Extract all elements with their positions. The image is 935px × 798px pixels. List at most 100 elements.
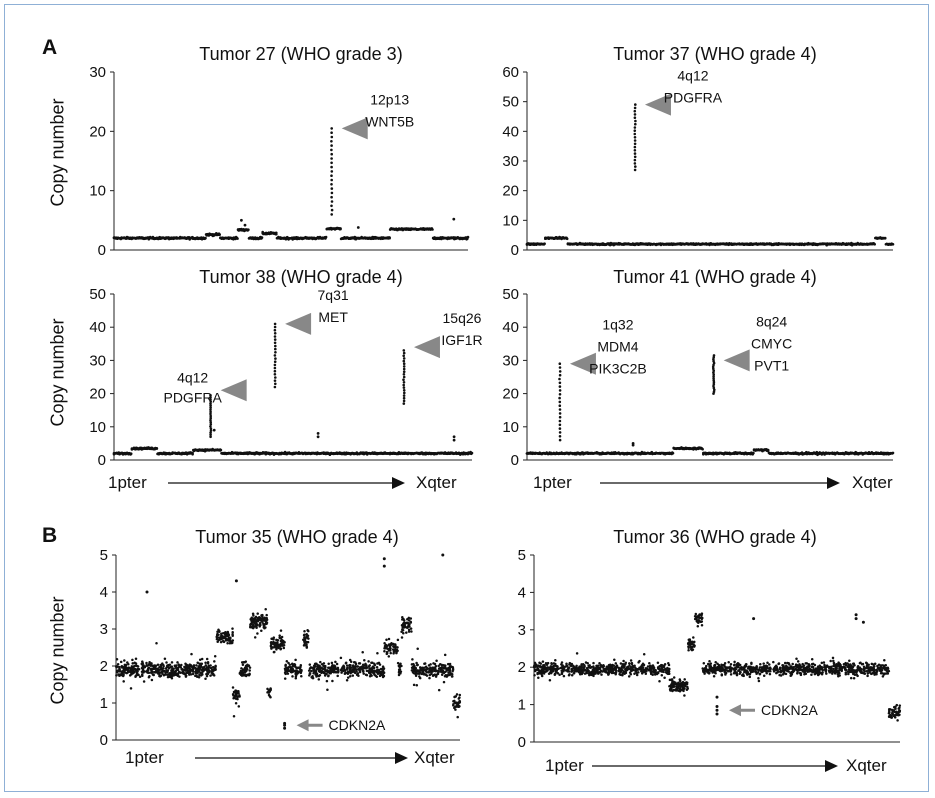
copy-number-point xyxy=(178,664,181,668)
copy-number-point xyxy=(327,662,330,665)
copy-number-point xyxy=(152,673,155,677)
amplicon-point xyxy=(209,414,212,418)
baseline-point xyxy=(247,228,250,231)
y-tick-label: 40 xyxy=(502,319,519,336)
copy-number-point xyxy=(192,670,195,673)
x-start-label-b-left: 1pter xyxy=(125,748,164,767)
amplicon-point xyxy=(273,385,277,389)
amplicon-point xyxy=(402,375,406,379)
copy-number-point xyxy=(397,673,401,677)
copy-number-point xyxy=(389,651,392,655)
copy-number-point xyxy=(300,674,303,678)
copy-number-point xyxy=(392,645,395,648)
copy-number-point xyxy=(149,667,153,670)
copy-number-point xyxy=(231,630,234,634)
copy-number-point xyxy=(294,670,298,674)
amplicon-point xyxy=(712,361,716,365)
copy-number-point xyxy=(312,667,316,671)
copy-number-point xyxy=(240,661,244,664)
copy-number-point xyxy=(672,676,676,679)
copy-number-point xyxy=(284,672,287,676)
y-tick-label: 2 xyxy=(100,658,108,675)
copy-number-point xyxy=(317,678,321,681)
amplicon-point xyxy=(712,378,715,382)
copy-number-point xyxy=(220,632,223,636)
chart-title-tumor27: Tumor 27 (WHO grade 3) xyxy=(199,44,403,64)
copy-number-point xyxy=(238,671,242,674)
copy-number-point xyxy=(281,642,284,645)
copy-number-point xyxy=(217,628,220,632)
amplicon-point xyxy=(633,132,637,136)
copy-number-point xyxy=(410,630,413,633)
copy-number-point xyxy=(204,661,207,664)
amplicon-label: MDM4 xyxy=(597,339,638,355)
copy-number-point xyxy=(176,674,180,678)
copy-number-point xyxy=(416,663,419,667)
copy-number-point xyxy=(279,629,283,632)
copy-number-point xyxy=(412,669,415,672)
copy-number-point xyxy=(293,662,296,666)
copy-number-point xyxy=(537,676,540,679)
copy-number-point xyxy=(190,652,193,656)
copy-number-point xyxy=(408,623,411,626)
amplicon-point xyxy=(634,122,637,126)
copy-number-point xyxy=(147,671,151,674)
copy-number-point xyxy=(206,661,210,664)
copy-number-point xyxy=(335,662,339,666)
copy-number-point xyxy=(422,666,426,670)
amplicon-point xyxy=(330,170,334,173)
copy-number-point xyxy=(423,672,426,676)
copy-number-point xyxy=(278,643,281,647)
copy-number-point xyxy=(115,658,119,661)
copy-number-point xyxy=(174,665,177,669)
y-tick-label: 3 xyxy=(518,622,526,639)
copy-number-point xyxy=(397,664,401,668)
amplicon-label: MET xyxy=(318,309,348,325)
copy-number-point xyxy=(286,672,290,675)
copy-number-point xyxy=(300,669,303,672)
copy-number-point xyxy=(345,667,349,670)
scatter-point xyxy=(283,721,287,725)
copy-number-point xyxy=(387,655,391,658)
amplicon-point xyxy=(634,103,637,106)
copy-number-point xyxy=(316,663,319,667)
baseline-point xyxy=(873,243,876,246)
y-tick-label: 10 xyxy=(89,419,106,436)
amplicon-point xyxy=(274,382,277,386)
y-tick-label: 1 xyxy=(100,695,108,712)
y-tick-label: 0 xyxy=(98,452,106,469)
copy-number-point xyxy=(396,638,400,642)
amplicon-point xyxy=(558,415,562,419)
baseline-point xyxy=(565,237,569,241)
amplicon-point xyxy=(330,140,333,143)
amplicon-point xyxy=(209,425,212,428)
copy-number-point xyxy=(188,663,192,666)
amplicon-point xyxy=(274,347,277,351)
amplicon-point xyxy=(209,429,213,432)
copy-number-point xyxy=(349,660,353,664)
copy-number-point xyxy=(364,662,367,666)
copy-number-point xyxy=(320,662,324,666)
amplicon-point xyxy=(633,136,637,139)
copy-number-point xyxy=(311,676,315,680)
amplicon-point xyxy=(330,178,334,182)
copy-number-point xyxy=(252,623,255,627)
copy-number-point xyxy=(123,663,127,667)
copy-number-point xyxy=(174,669,178,673)
copy-number-point xyxy=(140,666,144,670)
amplicon-point xyxy=(273,360,277,364)
copy-number-point xyxy=(211,670,214,674)
copy-number-point xyxy=(393,647,397,651)
copy-number-point xyxy=(367,660,370,663)
amplicon-label: IGF1R xyxy=(441,332,482,348)
copy-number-point xyxy=(234,701,238,705)
y-tick-label: 0 xyxy=(511,452,519,469)
copy-number-point xyxy=(266,687,269,691)
amplicon-point xyxy=(558,431,562,434)
copy-number-point xyxy=(235,694,239,698)
copy-number-point xyxy=(291,675,294,678)
copy-number-point xyxy=(283,641,286,644)
copy-number-point xyxy=(246,663,249,666)
copy-number-point xyxy=(251,617,254,621)
copy-number-point xyxy=(247,674,251,677)
